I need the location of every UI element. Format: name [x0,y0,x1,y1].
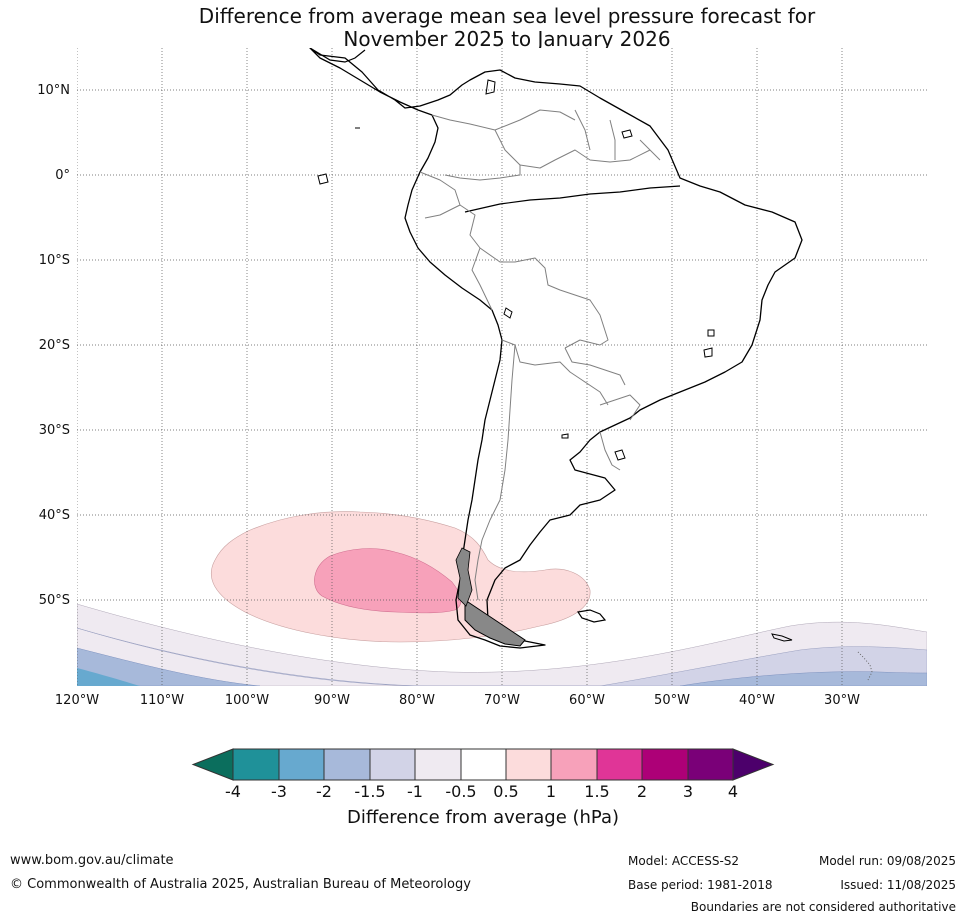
copyright-text: © Commonwealth of Australia 2025, Austra… [10,877,471,892]
colorbar-bin-2 [278,748,325,781]
south-america-coastline [309,48,803,649]
colorbar-tick-label: 1.5 [584,782,610,801]
colorbar-tick-label: -2 [316,782,332,801]
colorbar-tick-label: -0.5 [445,782,477,801]
antarctic-islands [857,651,873,681]
colorbar-bin-7 [505,748,552,781]
lat-label-10s: 10°S [38,253,70,268]
lon-label-100w: 100°W [224,693,270,708]
lat-label-0: 0° [55,168,70,183]
lon-label-30w: 30°W [824,693,860,708]
model-name: Model: ACCESS-S2 [628,854,740,868]
colorbar-extend-low [191,748,234,781]
anomaly-band-neg-2 [77,668,140,686]
colorbar-bin-4 [369,748,416,781]
website-link[interactable]: www.bom.gov.au/climate [10,853,174,868]
colorbar-bin-9 [596,748,643,781]
lagoa-dos-patos [614,449,626,461]
colorbar-bin-3 [323,748,371,781]
lon-label-50w: 50°W [654,693,690,708]
colorbar-tick-label: 4 [727,782,739,801]
lake-titicaca [503,307,513,319]
boundaries-disclaimer: Boundaries are not considered authoritat… [690,900,956,914]
anomaly-band-neg-1 [77,627,927,686]
chilean-archipelago [455,547,473,607]
colorbar-bin-11 [687,748,734,781]
lat-label-30s: 30°S [38,423,70,438]
lat-label-20s: 20°S [38,338,70,353]
colorbar-extend-high [732,748,775,781]
colorbar-tick-label: -1.5 [354,782,386,801]
lon-label-120w: 120°W [54,693,100,708]
lon-label-40w: 40°W [739,693,775,708]
colorbar-tick-label: -4 [225,782,241,801]
central-america-coastline [309,48,366,63]
base-period: Base period: 1981-2018 [628,878,773,892]
lon-label-60w: 60°W [569,693,605,708]
title-line-1: Difference from average mean sea level p… [198,4,816,28]
south-georgia [771,633,793,642]
colorbar [191,748,775,781]
lat-label-40s: 40°S [38,508,70,523]
anomaly-region-pos-1 [314,548,462,614]
colorbar-bin-8 [550,748,598,781]
map-title: Difference from average mean sea level p… [0,5,965,51]
lat-label-10n: 10°N [37,83,70,98]
falkland-islands [576,609,607,623]
colorbar-bin-6 [460,748,507,781]
colorbar-bin-5 [414,748,462,781]
anomaly-band-neg-1-5 [77,647,927,686]
colorbar-bin-10 [641,748,689,781]
lake-maracaibo [485,79,496,95]
lon-label-80w: 80°W [399,693,435,708]
small-islands [317,127,715,439]
lon-label-70w: 70°W [484,693,520,708]
colorbar-tick-label: 0.5 [493,782,519,801]
amazon-river [464,185,681,213]
lon-label-90w: 90°W [314,693,350,708]
colorbar-tick-label: 2 [636,782,648,801]
title-line-2: November 2025 to January 2026 [343,27,671,51]
lon-label-110w: 110°W [139,693,185,708]
colorbar-title: Difference from average (hPa) [346,807,620,828]
colorbar-tick-label: -3 [271,782,287,801]
issued-date: Issued: 11/08/2025 [840,878,956,892]
colorbar-tick-label: -1 [407,782,423,801]
colorbar-tick-label: 3 [682,782,694,801]
country-borders [419,109,661,601]
tierra-del-fuego [464,599,526,647]
lat-label-50s: 50°S [38,593,70,608]
colorbar-bin-1 [232,748,280,781]
colorbar-tick-label: 1 [545,782,557,801]
map-panel [77,48,927,686]
graticule [77,48,927,686]
model-run-date: Model run: 09/08/2025 [818,854,956,868]
